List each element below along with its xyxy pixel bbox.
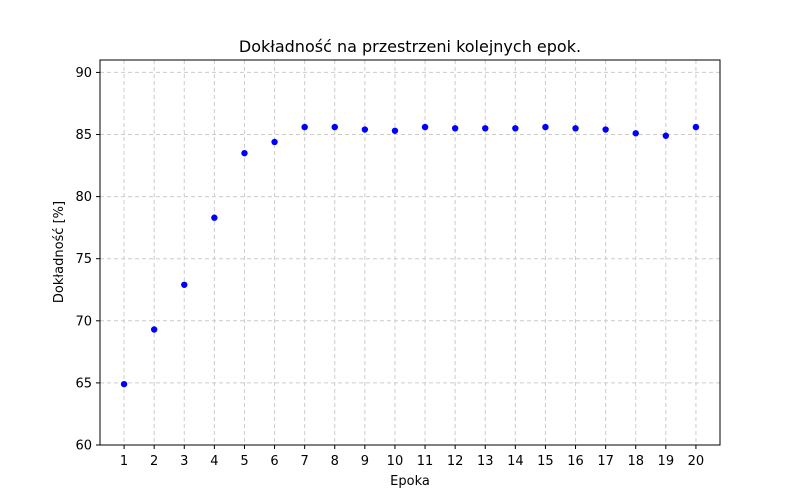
x-tick-label: 2 (150, 454, 158, 469)
x-tick-label: 19 (658, 454, 675, 469)
data-point (572, 125, 579, 132)
x-tick-label: 13 (477, 454, 494, 469)
x-tick-label: 11 (417, 454, 434, 469)
data-point (632, 130, 639, 137)
x-tick-label: 15 (537, 454, 554, 469)
plot-frame (99, 59, 721, 446)
data-point (512, 125, 519, 132)
x-tick-label: 4 (210, 454, 218, 469)
x-tick-label: 17 (597, 454, 614, 469)
data-point (120, 380, 128, 388)
data-point (241, 149, 248, 157)
x-tick-label: 16 (567, 454, 584, 469)
grid-lines (100, 60, 720, 446)
data-point (391, 127, 399, 134)
x-tick-label: 12 (447, 454, 464, 469)
y-tick-label: 90 (75, 66, 92, 81)
data-point (211, 214, 218, 221)
y-tick-label: 75 (75, 252, 92, 267)
data-point (662, 132, 670, 139)
data-point (331, 123, 338, 131)
data-point (361, 126, 369, 133)
data-point (451, 125, 459, 132)
y-tick-label: 70 (75, 314, 92, 329)
data-point (421, 123, 429, 131)
x-tick-label: 10 (387, 454, 404, 469)
data-point (181, 281, 188, 288)
data-point (301, 123, 308, 131)
data-point (692, 123, 700, 131)
chart-title: Dokładność na przestrzeni kolejnych epok… (239, 37, 581, 56)
x-axis: 1 2 3 4 5 6 7 8 9 10 11 12 13 14 15 16 17 18 19 20 (120, 445, 704, 469)
data-point (271, 138, 278, 146)
x-tick-label: 7 (301, 454, 309, 469)
data-point (150, 326, 158, 333)
data-point (482, 125, 489, 132)
y-tick-label: 85 (75, 128, 92, 143)
data-point (542, 123, 549, 131)
x-axis-label: Epoka (390, 474, 430, 489)
x-tick-label: 1 (120, 454, 128, 469)
x-tick-label: 3 (180, 454, 188, 469)
data-points (120, 123, 700, 388)
data-point (602, 126, 609, 133)
x-tick-label: 20 (688, 454, 705, 469)
y-axis-label: Dokładność [%] (52, 201, 67, 303)
y-tick-label: 80 (75, 190, 92, 205)
y-tick-label: 60 (75, 439, 92, 454)
x-tick-label: 8 (331, 454, 339, 469)
x-tick-label: 6 (270, 454, 278, 469)
x-tick-label: 9 (361, 454, 369, 469)
x-tick-label: 5 (240, 454, 248, 469)
y-axis: 60 65 70 75 80 85 90 (75, 66, 100, 454)
x-tick-label: 18 (627, 454, 644, 469)
x-tick-label: 14 (507, 454, 524, 469)
y-tick-label: 65 (75, 376, 92, 391)
